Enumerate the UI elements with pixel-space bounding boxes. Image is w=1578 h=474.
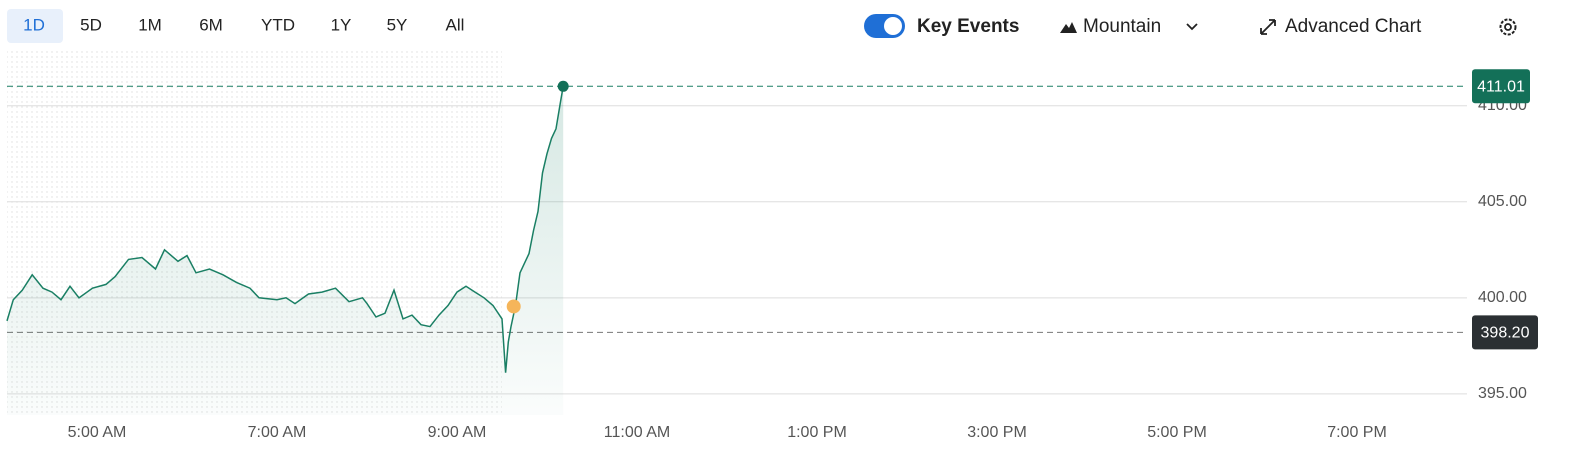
chart-style[interactable]: Mountain	[1083, 16, 1161, 37]
range-button[interactable]: 1D	[23, 15, 45, 34]
x-tick-label: 11:00 AM	[604, 424, 670, 441]
x-tick-label: 5:00 PM	[1147, 424, 1207, 441]
toggle-knob	[884, 17, 902, 35]
last-price-badge	[1472, 69, 1530, 104]
advanced-chart[interactable]: Advanced Chart	[1285, 16, 1422, 37]
range-button[interactable]: 5D	[80, 15, 102, 34]
x-tick-label: 9:00 AM	[428, 424, 487, 441]
x-tick-label: 1:00 PM	[787, 424, 847, 441]
expand-icon	[1260, 19, 1276, 35]
range-button[interactable]: YTD	[261, 15, 295, 34]
chevron	[1186, 23, 1198, 31]
last-price-label: 411.01	[1477, 79, 1525, 96]
y-tick-label: 395.00	[1478, 385, 1527, 402]
y-tick-label: 405.00	[1478, 193, 1527, 210]
range-button[interactable]: 6M	[199, 15, 223, 34]
range-button[interactable]: 5Y	[387, 15, 408, 34]
event-marker[interactable]	[506, 299, 521, 314]
range-button[interactable]: 1Y	[331, 15, 352, 34]
mountain-icon	[1060, 22, 1077, 33]
price-line	[6, 86, 564, 373]
key-events[interactable]: Key Events	[917, 16, 1019, 37]
range-selected-bg	[7, 9, 63, 43]
settings-icon[interactable]	[1499, 18, 1517, 36]
range-button[interactable]: 1M	[138, 15, 162, 34]
previous-close-label: 398.20	[1481, 325, 1530, 342]
previous-close-badge	[1472, 315, 1538, 350]
x-tick-label: 7:00 PM	[1327, 424, 1387, 441]
last-point	[557, 80, 569, 92]
x-tick-label: 5:00 AM	[68, 424, 127, 441]
y-tick-label: 400.00	[1478, 289, 1527, 306]
toolbar: Key Events Mountain Advanced Chart 1D 5D 1…	[7, 9, 1517, 43]
x-tick-label: 3:00 PM	[967, 424, 1027, 441]
range-button[interactable]: All	[446, 15, 465, 34]
x-tick-label: 7:00 AM	[248, 424, 307, 441]
area	[7, 86, 564, 416]
